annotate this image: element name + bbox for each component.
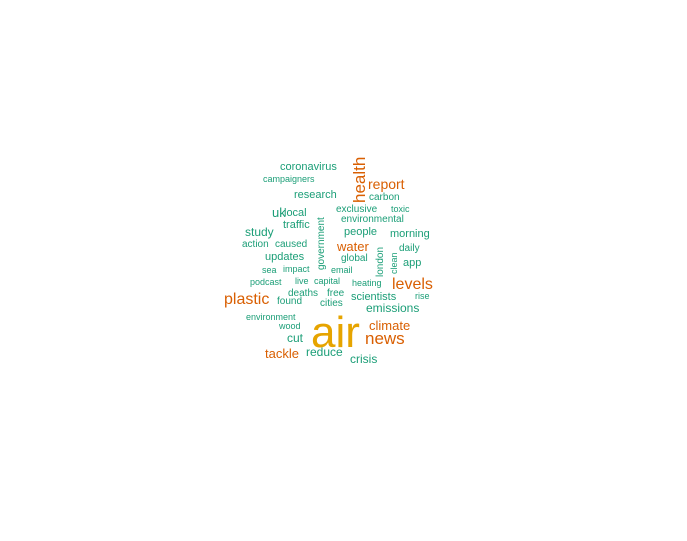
word-environment: environment [246,312,296,322]
word-wood: wood [279,321,301,331]
word-sea: sea [262,265,277,275]
word-local: local [284,207,307,219]
word-podcast: podcast [250,277,282,287]
word-environmental: environmental [341,214,404,225]
word-crisis: crisis [350,352,378,366]
word-found: found [277,296,303,307]
word-health: health [350,156,369,203]
word-study: study [245,225,274,239]
word-carbon: carbon [369,192,400,203]
word-daily: daily [399,243,420,254]
word-caused: caused [275,239,308,250]
word-air: air [311,308,360,357]
word-scientists: scientists [351,291,397,303]
word-app: app [403,257,422,269]
word-clean: clean [389,252,399,274]
word-toxic: toxic [391,204,410,214]
word-exclusive: exclusive [336,204,378,215]
word-people: people [344,226,378,238]
word-uk: uk [272,205,286,220]
word-cut: cut [287,331,304,345]
word-updates: updates [265,251,305,263]
word-climate: climate [369,318,411,333]
word-global: global [341,253,368,264]
word-reduce: reduce [306,345,343,359]
word-water: water [337,239,369,254]
word-cities: cities [320,298,343,309]
word-email: email [331,265,353,275]
word-levels: levels [392,276,433,293]
word-traffic: traffic [283,219,310,231]
word-heating: heating [352,278,382,288]
word-plastic: plastic [224,291,270,308]
word-report: report [368,176,405,192]
word-impact: impact [283,264,310,274]
word-capital: capital [314,276,341,286]
word-tackle: tackle [265,346,299,361]
word-campaigners: campaigners [263,174,315,184]
word-government: government [316,217,327,270]
word-emissions: emissions [366,301,420,315]
word-news: news [365,329,405,348]
word-london: london [375,246,386,277]
word-morning: morning [390,228,430,240]
word-rise: rise [415,291,430,301]
word-deaths: deaths [288,288,319,299]
word-live: live [295,276,309,286]
word-action: action [242,239,269,250]
word-coronavirus: coronavirus [280,161,337,173]
word-research: research [294,189,337,201]
word-free: free [327,288,345,299]
